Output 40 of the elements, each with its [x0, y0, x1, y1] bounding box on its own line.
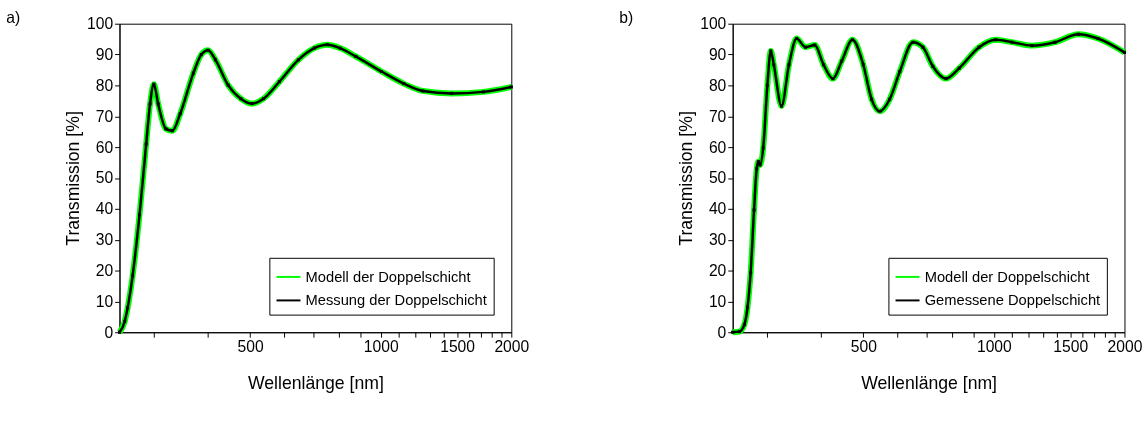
y-axis-title: Transmission [%]	[676, 111, 697, 246]
x-tick-label: 1500	[1053, 338, 1089, 356]
legend-label: Gemessene Doppelschicht	[924, 292, 1101, 309]
x-tick-label: 1000	[363, 338, 399, 356]
x-tick-label: 1000	[976, 338, 1013, 356]
x-tick-label: 2000	[1107, 338, 1143, 356]
y-tick-label: 80	[708, 76, 727, 94]
y-tick-label: 20	[95, 261, 114, 279]
y-tick-label: 60	[95, 138, 114, 156]
y-tick-label: 50	[708, 169, 727, 187]
y-tick-label: 10	[95, 292, 114, 310]
legend-label: Modell der Doppelschicht	[305, 268, 471, 285]
chart-title: a)	[6, 8, 21, 26]
y-tick-label: 80	[95, 76, 114, 94]
x-tick-label: 1500	[440, 338, 476, 356]
y-axis-title: Transmission [%]	[63, 111, 84, 246]
y-tick-label: 90	[95, 45, 114, 63]
y-tick-label: 0	[717, 323, 727, 341]
y-tick-label: 0	[104, 323, 114, 341]
chart-title: b)	[619, 8, 634, 26]
y-tick-label: 100	[700, 15, 727, 33]
y-tick-label: 90	[708, 45, 727, 63]
y-tick-label: 30	[95, 231, 114, 249]
y-tick-label: 60	[708, 138, 727, 156]
y-tick-label: 50	[95, 169, 114, 187]
y-tick-label: 70	[95, 107, 114, 125]
legend-label: Modell der Doppelschicht	[924, 268, 1090, 285]
y-tick-label: 40	[95, 200, 114, 218]
y-tick-label: 100	[87, 15, 114, 33]
x-tick-label: 500	[237, 338, 264, 356]
y-tick-label: 40	[708, 200, 727, 218]
legend-label: Messung der Doppelschicht	[305, 292, 487, 309]
y-tick-label: 10	[708, 292, 727, 310]
y-tick-label: 20	[708, 261, 727, 279]
x-tick-label: 2000	[494, 338, 530, 356]
x-axis-title: Wellenlänge [nm]	[247, 372, 384, 393]
y-tick-label: 70	[708, 107, 727, 125]
x-axis-title: Wellenlänge [nm]	[861, 372, 998, 393]
x-tick-label: 500	[850, 338, 878, 356]
y-tick-label: 30	[708, 231, 727, 249]
